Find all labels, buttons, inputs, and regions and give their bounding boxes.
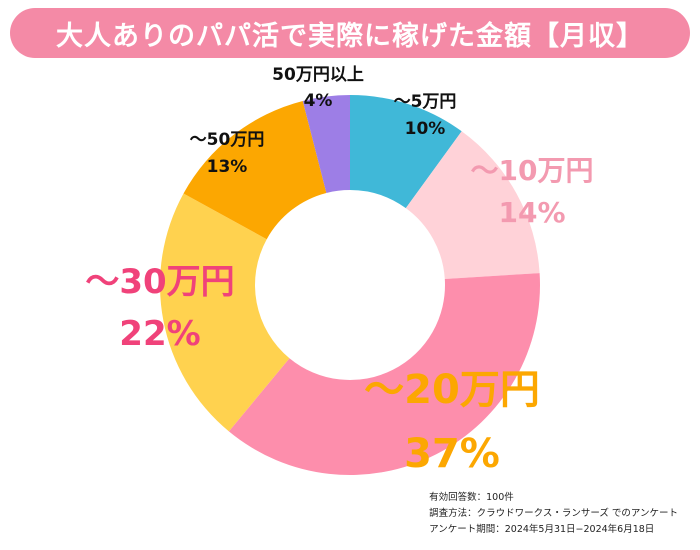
slice-value-6: 4% — [304, 91, 333, 111]
slice-label-2: 〜10万円 — [471, 154, 594, 187]
slice-label-4: 〜30万円 — [85, 262, 234, 302]
donut-slice-3 — [228, 273, 540, 475]
footnote-method: 調査方法：クラウドワークス・ランサーズ でのアンケート — [429, 508, 678, 519]
slice-label-5: 〜50万円 — [190, 130, 265, 150]
slice-label-1: 〜5万円 — [394, 92, 457, 112]
slice-value-3: 37% — [404, 431, 500, 477]
slice-value-5: 13% — [207, 157, 248, 177]
donut-slice-4 — [159, 193, 290, 432]
donut-slice-1 — [350, 95, 462, 209]
title-banner: 大人ありのパパ活で実際に稼げた金額【月収】 — [10, 8, 690, 58]
footnote-respondents: 有効回答数：100件 — [429, 492, 514, 503]
slice-label-6: 50万円以上 — [272, 65, 364, 85]
slice-value-1: 10% — [405, 119, 446, 139]
donut-slice-6 — [302, 95, 350, 193]
donut-slice-2 — [405, 131, 540, 280]
survey-footnote: 有効回答数：100件 調査方法：クラウドワークス・ランサーズ でのアンケート ア… — [429, 490, 678, 538]
slice-label-3: 〜20万円 — [364, 367, 540, 413]
slice-value-2: 14% — [498, 196, 565, 229]
donut-slice-5 — [183, 100, 327, 240]
slice-value-4: 22% — [119, 314, 200, 354]
chart-title: 大人ありのパパ活で実際に稼げた金額【月収】 — [56, 20, 644, 52]
footnote-period: アンケート期間：2024年5月31日−2024年6月18日 — [429, 524, 655, 535]
